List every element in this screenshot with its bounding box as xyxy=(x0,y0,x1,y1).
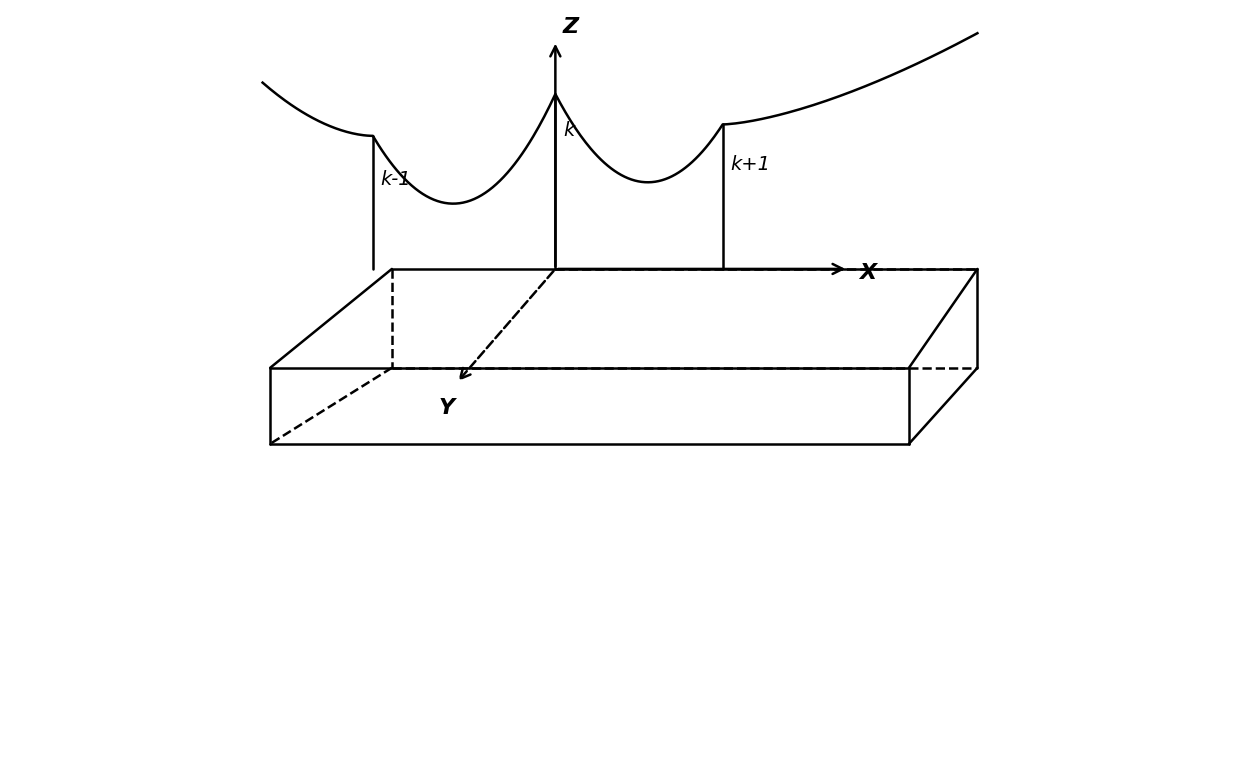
Text: k+1: k+1 xyxy=(730,155,770,174)
Text: k: k xyxy=(563,121,574,139)
Text: Z: Z xyxy=(563,17,579,37)
Text: Y: Y xyxy=(438,398,454,418)
Text: k-1: k-1 xyxy=(381,170,412,189)
Text: X: X xyxy=(859,263,877,283)
